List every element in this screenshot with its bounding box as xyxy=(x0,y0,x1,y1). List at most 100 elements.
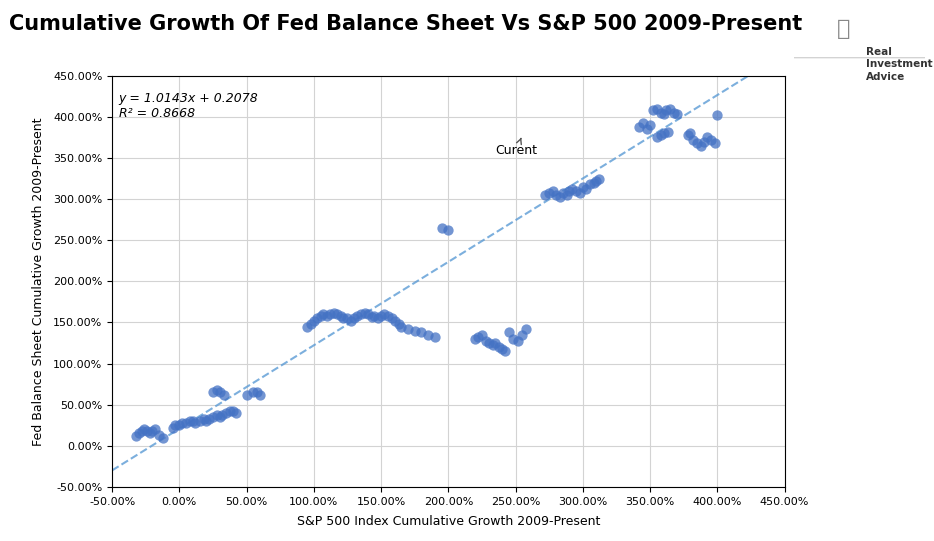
Point xyxy=(564,185,579,194)
Point xyxy=(353,310,368,319)
Text: y = 1.0143x + 0.2078
R² = 0.8668: y = 1.0143x + 0.2078 R² = 0.8668 xyxy=(119,92,259,120)
Point xyxy=(340,314,355,322)
Point xyxy=(209,410,224,419)
Point xyxy=(309,314,324,322)
Point xyxy=(306,316,321,325)
Point xyxy=(656,110,671,118)
Point xyxy=(192,417,207,425)
Point xyxy=(215,410,230,419)
Point xyxy=(663,104,678,113)
Point xyxy=(588,177,603,186)
Point xyxy=(137,425,152,434)
Point xyxy=(349,312,364,320)
Point xyxy=(226,407,241,415)
Point xyxy=(367,312,382,320)
Point xyxy=(710,111,725,120)
Point xyxy=(694,141,709,150)
Point xyxy=(680,130,695,139)
Point xyxy=(649,104,664,113)
Point xyxy=(358,308,373,317)
Point xyxy=(481,339,496,347)
Point xyxy=(502,328,517,337)
Point xyxy=(347,314,361,322)
Text: Real
Investment
Advice: Real Investment Advice xyxy=(866,47,932,82)
Point xyxy=(654,130,669,139)
Point xyxy=(333,312,348,320)
Point xyxy=(555,188,570,197)
Point xyxy=(371,314,386,322)
Point xyxy=(683,129,698,137)
Point xyxy=(658,106,673,115)
Text: Cumulative Growth Of Fed Balance Sheet Vs S&P 500 2009-Present: Cumulative Growth Of Fed Balance Sheet V… xyxy=(9,14,802,34)
Point xyxy=(139,427,154,436)
Point xyxy=(420,331,435,339)
Point xyxy=(511,336,526,345)
Point xyxy=(185,417,200,425)
Point xyxy=(212,388,227,397)
Point xyxy=(168,421,183,430)
Point xyxy=(327,308,342,317)
Point xyxy=(654,108,669,117)
Point xyxy=(699,133,714,142)
Point xyxy=(175,418,190,427)
Point xyxy=(492,343,507,352)
Point xyxy=(344,316,359,325)
Point xyxy=(148,425,163,434)
Point xyxy=(486,341,501,350)
Point xyxy=(707,139,722,148)
Point xyxy=(209,386,224,394)
X-axis label: S&P 500 Index Cumulative Growth 2009-Present: S&P 500 Index Cumulative Growth 2009-Pre… xyxy=(297,515,600,528)
Point xyxy=(129,432,144,440)
Point xyxy=(643,121,658,129)
Point xyxy=(645,106,660,115)
Point xyxy=(217,391,232,399)
Text: 🦅: 🦅 xyxy=(837,19,850,39)
Point xyxy=(364,312,379,321)
Point xyxy=(391,320,406,328)
Point xyxy=(374,312,389,320)
Point xyxy=(316,310,331,319)
Point xyxy=(313,312,328,320)
Point xyxy=(548,190,563,199)
Text: Curent: Curent xyxy=(495,138,537,157)
Point xyxy=(246,388,261,397)
Point xyxy=(488,339,502,347)
Point xyxy=(250,388,265,397)
Y-axis label: Fed Balance Sheet Cumulative Growth 2009-Present: Fed Balance Sheet Cumulative Growth 2009… xyxy=(32,117,45,446)
Point xyxy=(656,129,671,137)
Point xyxy=(474,331,489,339)
Point xyxy=(569,187,584,195)
Point xyxy=(573,188,587,197)
Point xyxy=(132,429,147,438)
Point xyxy=(205,388,220,397)
Point xyxy=(361,310,375,319)
Point xyxy=(156,433,171,442)
Point xyxy=(591,174,606,183)
Point xyxy=(414,328,429,337)
Point xyxy=(545,187,560,195)
Point xyxy=(385,314,400,322)
Point xyxy=(300,322,315,331)
Point xyxy=(183,417,198,425)
Point xyxy=(428,333,443,341)
Point xyxy=(562,187,577,195)
Point xyxy=(165,424,180,432)
Point xyxy=(336,313,351,322)
FancyBboxPatch shape xyxy=(791,4,927,58)
Point xyxy=(505,334,520,343)
Point xyxy=(515,331,530,339)
Point xyxy=(199,417,214,425)
Point xyxy=(559,190,574,199)
Point xyxy=(212,413,227,421)
Point xyxy=(145,427,160,436)
Point xyxy=(434,223,449,232)
Point xyxy=(697,137,712,146)
Point xyxy=(142,429,157,438)
Point xyxy=(495,345,510,353)
Point xyxy=(188,418,203,427)
Point xyxy=(575,182,590,191)
Point xyxy=(660,127,675,136)
Point xyxy=(686,136,700,144)
Point xyxy=(205,413,220,421)
Point xyxy=(636,119,651,128)
